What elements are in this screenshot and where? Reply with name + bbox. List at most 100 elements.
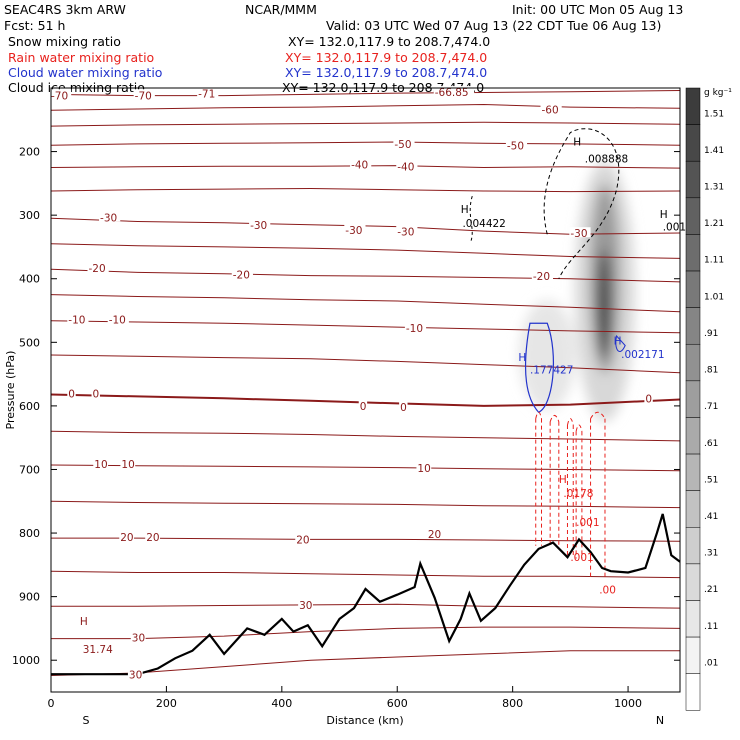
isotherm-label: 0 [400,402,407,414]
colorbar-swatch [685,87,701,125]
isotherm-label: -50 [394,139,411,151]
extremum-label: H [573,136,581,148]
isotherm-label: 0 [93,388,100,400]
x-tick-label: 1000 [614,697,642,710]
contour-labels: -70 -70 -71 -66.85 -60 -50 -50 -40 -40 -30 -30 -30 -… [50,86,686,681]
terrain-line [51,513,681,676]
colorbar-label: .01 [704,658,718,668]
isotherm-line [50,268,681,283]
y-tick-label: 300 [19,209,40,222]
field-xy-cloudwater: XY= 132.0,117.9 to 208.7,474.0 [285,65,487,80]
isotherm-label: -66.85 [435,87,469,99]
extremum-label: H [80,616,88,628]
contour-label-bg [540,103,562,114]
contour-label-bg [249,218,271,229]
contour-label-bg [404,321,427,332]
contour-label-bg [99,211,121,222]
contour-label-bg [120,458,136,469]
rain-water-contour [575,424,583,559]
contour-label-bg [433,86,475,97]
isotherm-label: 10 [94,459,107,471]
x-axis-label: Distance (km) [326,714,403,727]
contour-label-bg [344,224,366,235]
colorbar-label: .81 [704,366,718,376]
colorbar-swatch [685,673,701,711]
cloud-ice-contour-small [469,195,473,241]
y-tick-label: 1000 [12,654,40,667]
y-tick-label: 600 [19,400,40,413]
x-tick-label: 0 [48,697,55,710]
cloud-water-contour-small [615,334,626,352]
contour-label-bg [197,87,219,98]
isotherm-label: -40 [351,160,368,172]
y-axis-label: Pressure (hPa) [4,351,17,430]
isotherm-line [50,464,681,472]
contour-label-bg [67,313,89,324]
y-tick-label: 800 [19,527,40,540]
extremum-label: .008888 [585,154,628,166]
colorbar-label: .41 [704,512,718,522]
contour-label-bg [91,387,100,398]
field-label-cloudwater: Cloud water mixing ratio [8,65,162,80]
extremum-label: H [461,204,469,216]
axes: 0 200 400 600 800 100020030040050060070080090… [12,146,680,710]
isotherm-line [50,294,681,313]
contour-label-bg [50,89,72,100]
valid-time: Valid: 03 UTC Wed 07 Aug 13 (22 CDT Tue … [326,18,661,33]
extremum-label: .001 [663,222,686,234]
field-label-rain: Rain water mixing ratio [8,50,154,65]
isotherm-line [50,393,681,407]
contour-label-bg [130,631,146,642]
isotherm-label: 10 [121,459,134,471]
x-tick-label: 400 [271,697,292,710]
colorbar-swatch [685,527,701,565]
colorbar-label: .61 [704,439,718,449]
contour-label-bg [569,227,591,238]
colorbar-label: 1.01 [704,292,724,302]
contour-label-bg [67,387,76,398]
isotherm-label: 20 [120,532,133,544]
init-time: Init: 00 UTC Mon 05 Aug 13 [512,2,683,17]
model-title: SEAC4RS 3km ARW [4,2,126,17]
colorbar-swatch [685,417,701,455]
contour-label-bg [127,668,143,679]
colorbar-label: 1.51 [704,109,724,119]
colorbar-label: .71 [704,402,718,412]
y-tick-label: 900 [19,591,40,604]
colorbar-swatch [685,270,701,308]
forecast-hour: Fcst: 51 h [4,18,65,33]
isotherm-label: 30 [129,669,142,681]
south-label: S [83,714,90,727]
rain-water-contour [566,418,574,556]
isotherm-label: 0 [68,388,75,400]
isotherm-label: 30 [299,600,312,612]
isotherm-label: -20 [533,271,550,283]
y-tick-label: 700 [19,463,40,476]
colorbar-swatch [685,307,701,345]
contour-label-bg [93,458,109,469]
isotherm-line [51,603,681,609]
plot-frame [50,87,681,693]
isotherm-label: -10 [68,315,85,327]
colorbar-label: 1.21 [704,219,724,229]
contour-label-bg [295,533,311,544]
rain-water-contour [590,411,606,578]
isotherm-line [50,650,680,676]
extremum-label: .00 [599,585,616,597]
isotherm-line [50,430,681,442]
contour-label-bg [644,392,653,403]
isotherm-line [51,626,681,640]
contour-label-bg [107,313,129,324]
snow-shading [519,161,635,422]
contour-label-bg [350,158,372,169]
colorbar-swatch [685,197,701,235]
contour-label-bg [399,400,408,411]
snow-shade-left [519,300,576,411]
extremum-label: 31.74 [83,644,113,656]
colorbar-unit: g kg⁻¹ [704,88,732,98]
colorbar-label: .31 [704,549,718,559]
colorbar-swatch [685,234,701,272]
isotherm-line [50,141,681,146]
extremum-label: .002171 [621,349,664,361]
contour-label-bg [393,138,415,149]
